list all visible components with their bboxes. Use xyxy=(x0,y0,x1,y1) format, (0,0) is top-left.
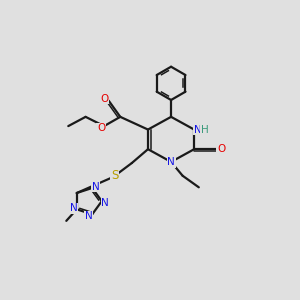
Text: H: H xyxy=(201,124,208,135)
Text: N: N xyxy=(167,157,175,167)
Text: N: N xyxy=(92,182,100,192)
Text: S: S xyxy=(111,169,118,182)
Text: N: N xyxy=(101,198,109,208)
Text: O: O xyxy=(217,144,225,154)
Text: O: O xyxy=(97,123,105,134)
Text: N: N xyxy=(194,124,201,135)
Text: O: O xyxy=(100,94,109,104)
Text: N: N xyxy=(70,203,77,213)
Text: N: N xyxy=(85,211,93,221)
